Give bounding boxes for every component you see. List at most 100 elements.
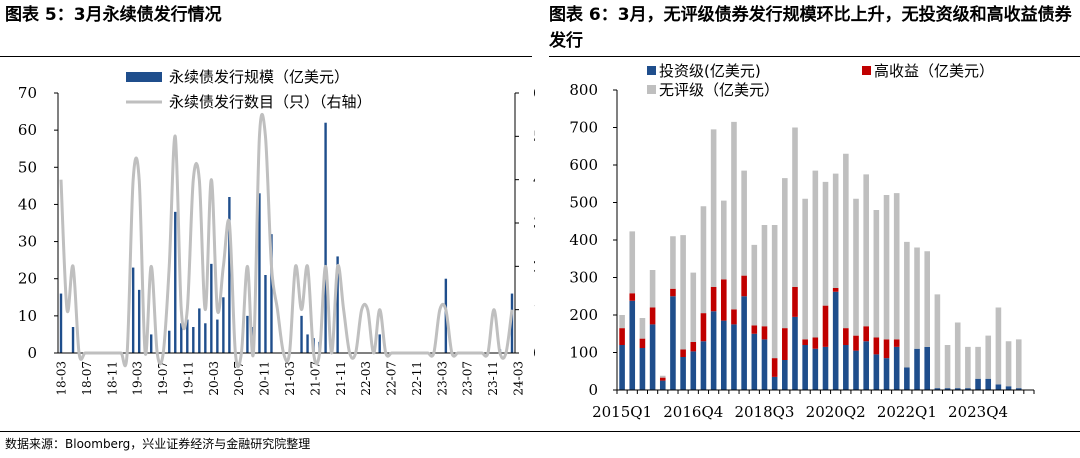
y-tick-left: 40 xyxy=(18,195,37,213)
ig-bar xyxy=(893,346,900,390)
size-bar xyxy=(186,319,189,353)
ig-bar xyxy=(720,320,727,390)
ig-bar xyxy=(883,358,890,390)
ig-bar xyxy=(832,291,839,390)
ig-bar xyxy=(812,348,819,390)
nr-bar xyxy=(649,270,656,308)
ig-bar xyxy=(944,388,951,390)
y-tick: 600 xyxy=(569,156,598,174)
legend-label-size: 永续债发行规模（亿美元） xyxy=(169,68,349,86)
y-tick: 100 xyxy=(569,344,598,362)
ig-bar xyxy=(629,300,636,390)
ig-bar xyxy=(863,341,869,390)
hy-bar xyxy=(649,307,656,325)
nr-bar xyxy=(720,200,727,280)
ig-bar xyxy=(741,296,747,390)
hy-bar xyxy=(731,309,737,325)
x-tick: 2018Q3 xyxy=(734,403,794,421)
ig-bar xyxy=(751,333,758,390)
nr-bar xyxy=(904,241,910,368)
left-chart-title: 图表 5：3月永续债发行情况 xyxy=(5,5,222,25)
size-bar xyxy=(306,334,309,353)
y-tick-right: 3 xyxy=(533,214,535,232)
hy-bar xyxy=(619,328,625,345)
issuance-count-line xyxy=(59,112,514,369)
y-tick-left: 60 xyxy=(18,121,37,139)
legend-swatch-ig xyxy=(647,66,656,75)
ig-bar xyxy=(873,354,880,390)
y-tick-left: 10 xyxy=(18,307,37,325)
nr-bar xyxy=(843,153,849,329)
hy-bar xyxy=(741,275,747,297)
x-tick: 2020Q2 xyxy=(806,403,866,421)
hy-bar xyxy=(700,313,707,342)
ig-bar xyxy=(782,360,788,390)
left-y-axis-labels: 0 10 20 30 40 50 60 70 xyxy=(18,84,37,362)
ig-bar xyxy=(771,376,778,390)
x-axis-labels: 2015Q1 2016Q4 2018Q3 2020Q2 2022Q1 2023Q4 xyxy=(592,403,1008,421)
nr-bar xyxy=(883,195,890,340)
ig-bar xyxy=(853,350,859,390)
x-tick: 23-03 xyxy=(435,361,449,396)
x-tick: 20-07 xyxy=(232,361,246,396)
hy-bar xyxy=(690,342,697,352)
size-bar xyxy=(131,267,135,353)
y-axis-labels: 0 100 200 300 400 500 600 700 800 xyxy=(569,81,598,399)
ig-bar xyxy=(904,367,910,390)
y-tick: 700 xyxy=(569,119,598,137)
x-tick: 22-11 xyxy=(410,361,424,396)
legend-label-hy: 高收益（亿美元） xyxy=(874,62,994,80)
y-tick-right: 0 xyxy=(533,344,535,362)
x-tick: 19-07 xyxy=(156,361,170,396)
hy-bar xyxy=(843,328,849,345)
size-bar xyxy=(378,334,381,353)
hy-bar xyxy=(792,286,798,317)
nr-bar xyxy=(975,346,981,379)
y-tick-right: 6 xyxy=(533,84,535,102)
size-bar xyxy=(336,256,339,353)
y-tick: 400 xyxy=(569,231,598,249)
y-tick-right: 4 xyxy=(533,171,535,189)
nr-bar xyxy=(761,225,768,327)
right-chart-title: 图表 6：3月，无评级债券发行规模环比上升，无投资级和高收益债券发行 xyxy=(549,5,1072,51)
x-tick: 24-03 xyxy=(512,361,526,396)
x-tick: 22-07 xyxy=(385,361,399,396)
nr-bar xyxy=(934,294,941,389)
chart2-axes xyxy=(613,89,1035,394)
ig-bar xyxy=(975,378,981,390)
size-bar xyxy=(246,315,249,353)
ig-bar xyxy=(700,341,707,390)
legend-swatch-size xyxy=(126,72,162,82)
nr-bar xyxy=(619,315,625,329)
x-tick: 2015Q1 xyxy=(592,403,652,421)
x-tick: 19-11 xyxy=(181,361,195,396)
size-bar xyxy=(258,193,261,353)
nr-bar xyxy=(659,375,666,378)
hy-bar xyxy=(720,279,727,321)
chart1-axes xyxy=(54,92,519,354)
x-tick: 18-07 xyxy=(80,361,94,396)
size-bar xyxy=(192,327,195,353)
nr-bar xyxy=(832,173,839,288)
hy-bar xyxy=(680,349,686,357)
x-tick: 21-11 xyxy=(334,361,348,396)
size-bar xyxy=(71,327,75,353)
ig-bar xyxy=(1005,386,1012,390)
hy-bar xyxy=(629,293,636,301)
x-tick: 2016Q4 xyxy=(663,403,723,421)
ig-bar xyxy=(619,345,625,390)
legend-swatch-hy xyxy=(862,66,871,75)
nr-bar xyxy=(792,127,798,287)
x-tick: 2023Q4 xyxy=(948,403,1008,421)
ig-bar xyxy=(792,316,798,390)
hy-bar xyxy=(893,339,900,347)
nr-bar xyxy=(670,236,676,289)
nr-bar xyxy=(782,178,788,329)
count-line xyxy=(59,112,514,369)
nr-bar xyxy=(802,198,808,340)
size-bar xyxy=(216,319,219,353)
chart1-legend: 永续债发行规模（亿美元） 永续债发行数目（只）（右轴） xyxy=(126,68,372,111)
ig-bar xyxy=(1015,388,1022,390)
